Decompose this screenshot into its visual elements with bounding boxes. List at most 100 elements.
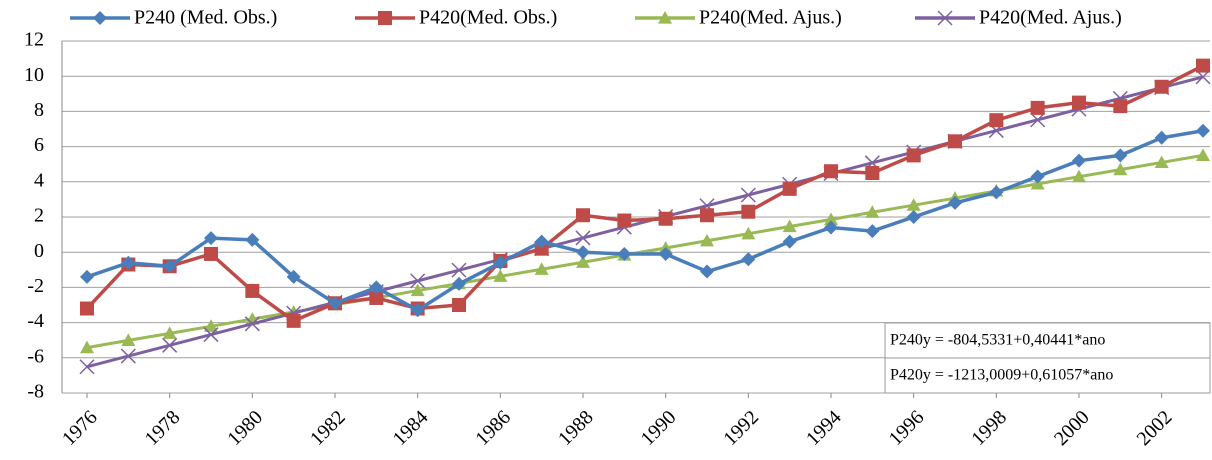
annotation: P420y = -1213,0009+0,61057*ano <box>890 367 1113 384</box>
marker <box>948 195 962 210</box>
marker <box>410 283 425 297</box>
legend-item: P240 (Med. Obs.) <box>70 7 277 29</box>
x-tick-label: 1988 <box>554 406 598 450</box>
marker <box>1072 153 1086 168</box>
y-tick-label: -6 <box>27 345 44 367</box>
marker <box>121 333 136 346</box>
marker <box>244 316 260 332</box>
marker <box>617 213 632 228</box>
marker <box>286 269 301 284</box>
marker <box>245 283 260 298</box>
y-tick-label: -4 <box>27 310 44 332</box>
marker <box>162 326 177 339</box>
marker <box>1196 148 1210 161</box>
marker <box>741 252 756 267</box>
marker <box>493 255 508 270</box>
legend-item: P240(Med. Ajus.) <box>635 7 842 29</box>
legend-label: P420(Med. Ajus.) <box>979 7 1122 29</box>
legend-item: P420(Med. Obs.) <box>355 7 557 29</box>
y-tick-label: 6 <box>34 134 44 156</box>
marker <box>782 219 797 233</box>
marker <box>906 148 921 163</box>
x-tick-label: 1986 <box>471 406 515 450</box>
y-tick-label: 12 <box>24 29 44 51</box>
marker <box>1113 148 1128 163</box>
y-tick-label: 8 <box>34 99 44 121</box>
marker <box>79 359 95 375</box>
marker <box>162 337 178 353</box>
marker <box>80 269 94 284</box>
y-tick-label: 2 <box>34 205 44 227</box>
series-line <box>86 129 1204 313</box>
marker <box>1113 99 1128 114</box>
x-tick-label: 1990 <box>637 406 681 450</box>
x-tick-label: 1980 <box>223 406 267 450</box>
marker <box>1113 162 1128 176</box>
marker <box>1154 155 1169 169</box>
marker <box>534 234 549 249</box>
marker <box>369 280 384 295</box>
marker <box>452 276 466 291</box>
marker <box>989 185 1004 200</box>
x-tick-label: 2000 <box>1050 406 1094 450</box>
series-line <box>86 75 1204 369</box>
x-tick-label: 1994 <box>802 406 846 450</box>
x-tick-label: 1998 <box>967 406 1011 450</box>
x-tick-label: 1984 <box>389 406 433 450</box>
legend-marker <box>378 11 392 25</box>
marker <box>1154 79 1169 94</box>
y-tick-label: 0 <box>34 240 44 262</box>
y-tick-label: -8 <box>27 381 44 403</box>
marker <box>328 296 342 311</box>
marker <box>617 246 632 261</box>
marker <box>121 255 136 270</box>
y-tick-label: -2 <box>27 275 44 297</box>
marker <box>740 187 756 203</box>
marker <box>451 262 467 278</box>
legend-marker <box>93 11 107 25</box>
marker <box>245 232 260 247</box>
marker <box>1196 123 1210 138</box>
marker <box>1154 130 1169 145</box>
marker <box>948 134 962 149</box>
marker <box>865 205 880 218</box>
marker <box>534 262 549 275</box>
marker <box>865 166 880 180</box>
legend-item: P420(Med. Ajus.) <box>915 7 1122 29</box>
marker <box>865 224 880 239</box>
marker <box>700 233 714 247</box>
marker <box>700 264 714 279</box>
x-tick-label: 1976 <box>58 406 102 450</box>
y-tick-label: 4 <box>34 169 44 191</box>
legend-marker <box>658 11 672 24</box>
marker <box>658 211 673 226</box>
x-tick-label: 1996 <box>885 406 929 450</box>
marker <box>576 255 590 268</box>
marker <box>989 113 1004 128</box>
marker <box>658 246 673 261</box>
marker <box>575 230 591 246</box>
marker <box>203 327 219 343</box>
legend-label: P240 (Med. Obs.) <box>134 7 277 29</box>
marker <box>204 319 218 332</box>
y-tick-label: 10 <box>24 64 44 86</box>
marker <box>410 303 425 318</box>
marker <box>80 340 94 354</box>
marker <box>741 204 756 219</box>
marker <box>204 246 218 261</box>
marker <box>824 220 838 235</box>
marker <box>824 164 838 179</box>
legend-label: P240(Med. Ajus.) <box>699 7 842 29</box>
marker <box>452 298 466 312</box>
marker <box>576 208 590 223</box>
marker <box>782 181 797 196</box>
x-tick-label: 1978 <box>141 406 185 450</box>
marker <box>120 348 136 364</box>
annotation: P240y = -804,5331+0,40441*ano <box>890 332 1105 349</box>
marker <box>1072 95 1086 110</box>
marker <box>741 226 756 240</box>
marker <box>824 212 838 226</box>
marker <box>493 269 508 282</box>
marker <box>410 273 426 289</box>
